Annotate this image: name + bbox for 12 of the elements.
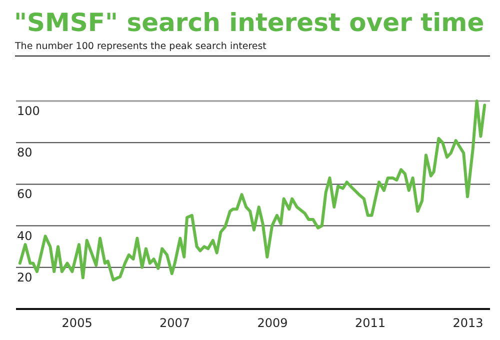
y-tick-label: 60 bbox=[17, 187, 32, 202]
x-tick-label: 2007 bbox=[160, 316, 190, 330]
y-tick-label: 80 bbox=[17, 146, 32, 160]
y-tick-label: 40 bbox=[17, 228, 32, 243]
x-tick-label: 2005 bbox=[62, 316, 92, 330]
y-tick-label: 100 bbox=[17, 104, 40, 118]
x-tick-label: 2011 bbox=[355, 316, 386, 330]
chart-title: "SMSF" search interest over time bbox=[14, 8, 484, 37]
x-tick-label: 2009 bbox=[257, 316, 288, 330]
x-tick-label: 2013 bbox=[452, 316, 484, 330]
chart-subtitle: The number 100 represents the peak search interest bbox=[14, 41, 267, 52]
y-tick-label: 20 bbox=[17, 270, 32, 284]
